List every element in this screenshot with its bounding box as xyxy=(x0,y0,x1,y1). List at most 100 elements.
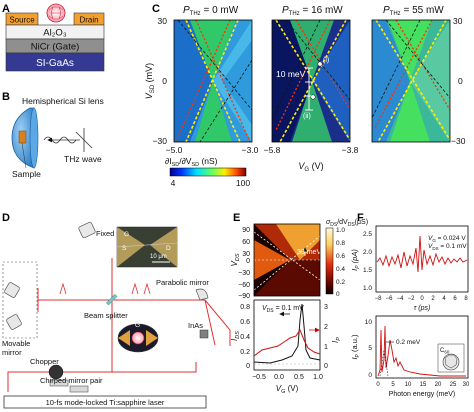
sample-chip xyxy=(18,130,27,144)
panel-f: F VG = 0.024 V VDS = 0.1 mV 2.5 2.0 1.5 … xyxy=(350,212,470,398)
e-bot-y2label: IP xyxy=(331,337,342,343)
svg-text:2: 2 xyxy=(324,324,328,331)
inas-label: InAs xyxy=(188,321,203,330)
f-vg-annot: VG = 0.024 V xyxy=(428,235,466,243)
svg-text:5: 5 xyxy=(368,345,372,352)
f-top-ylabel: IP (pA) xyxy=(350,249,361,271)
conductance-map-16mw: 10 meV (i) (ii) xyxy=(271,19,351,143)
svg-text:0: 0 xyxy=(420,296,424,302)
annot-10mev: 10 meV xyxy=(276,69,306,79)
svg-text:0.5: 0.5 xyxy=(294,374,304,381)
svg-text:0.0: 0.0 xyxy=(274,374,284,381)
svg-text:G: G xyxy=(124,231,129,238)
marker-i xyxy=(317,61,323,67)
svg-text:−2: −2 xyxy=(408,296,416,302)
laser-label: 10-fs mode-locked Ti:sapphire laser xyxy=(46,398,165,407)
movable-mirror-bottom xyxy=(6,314,22,330)
svg-text:0.4: 0.4 xyxy=(336,266,345,273)
svg-text:3: 3 xyxy=(324,304,328,311)
c-ylabel: VSD (mV) xyxy=(144,63,156,99)
c-ytick-m30: −30 xyxy=(153,136,168,146)
svg-text:5: 5 xyxy=(391,382,395,388)
e-top-ylabel: VDS xyxy=(230,253,241,266)
svg-text:0: 0 xyxy=(246,363,250,370)
svg-text:1.0: 1.0 xyxy=(313,374,323,381)
drain-label: Drain xyxy=(79,16,98,25)
annot-i: (i) xyxy=(323,57,329,64)
e-xlabel: VG (V) xyxy=(276,384,299,395)
beam-splitter xyxy=(105,293,118,306)
c-rtick-0: 0 xyxy=(458,76,463,86)
svg-text:0: 0 xyxy=(336,291,340,298)
fixed-mirror xyxy=(78,221,96,239)
svg-text:20: 20 xyxy=(435,382,442,388)
pulse-pair xyxy=(131,282,151,295)
c-xtick-1-0: −5.8 xyxy=(264,145,281,155)
e-colorbar xyxy=(325,227,334,295)
device-schematic: G xyxy=(117,322,159,353)
sample-label: Sample xyxy=(12,169,41,179)
movable-mirror-stage xyxy=(2,261,38,339)
movable-mirror-top xyxy=(4,282,20,298)
f-top-xlabel: τ (ps) xyxy=(414,305,431,312)
e-photocurrent-trace xyxy=(253,328,321,357)
panel-label-c: C xyxy=(152,3,160,15)
panel-c: C PTHz = 0 mW PTHz = 16 mW PTHz = 55 mW xyxy=(144,3,466,188)
panel-d: D Fixed mirror Movable mirror Beam splitt… xyxy=(2,212,231,409)
c-rtick-m30: −30 xyxy=(451,136,466,146)
oxide-label: Al₂O₃ xyxy=(43,28,67,39)
c-xtick-1-1: −3.8 xyxy=(342,145,359,155)
beam-splitter-label: Beam splitter xyxy=(84,311,128,320)
svg-text:10: 10 xyxy=(365,319,373,326)
c-colorbar-label: ∂ISD/∂VSD (nS) xyxy=(165,156,218,168)
svg-text:1.0: 1.0 xyxy=(336,227,345,234)
map-title-2: PTHz = 55 mW xyxy=(383,5,444,17)
svg-text:15: 15 xyxy=(420,382,427,388)
svg-text:S: S xyxy=(122,245,127,252)
marker-ii xyxy=(310,94,316,100)
f-spectrum: 0.2 meV C60 xyxy=(375,315,469,379)
inas-emitter xyxy=(199,329,209,339)
lens-flat-face xyxy=(29,107,39,169)
svg-text:60: 60 xyxy=(242,239,250,246)
svg-text:8: 8 xyxy=(464,296,468,302)
svg-text:0: 0 xyxy=(246,258,250,265)
f-vds-annot: VDS = 0.1 mV xyxy=(428,243,467,251)
svg-text:30: 30 xyxy=(242,251,250,258)
panel-a: A Source Drain Al₂O₃ NiCr (Gate) SI-GaAs xyxy=(2,3,105,72)
svg-text:0.2: 0.2 xyxy=(336,279,345,286)
c-xtick-0-1: −3.0 xyxy=(242,145,259,155)
e-colorbar-label: σDS/dVDS(μS) xyxy=(326,219,368,228)
c-xlabel: VG (V) xyxy=(298,161,323,173)
map-title-0: PTHz = 0 mW xyxy=(183,5,239,17)
svg-text:2.5: 2.5 xyxy=(363,231,372,238)
c-ytick-30: 30 xyxy=(158,16,168,26)
panel-e: E 33 meV 90 60 30 0 −30 −60 −90 VDS σDS/… xyxy=(230,212,368,395)
parabolic-mirror xyxy=(195,288,209,301)
fixed-mirror-label: Fixed mirror xyxy=(96,229,137,238)
c-xtick-0-0: −5.0 xyxy=(166,145,183,155)
fullerene-molecule xyxy=(46,3,66,23)
source-label: Source xyxy=(9,16,35,25)
thz-wave xyxy=(43,128,93,152)
c-colorbar xyxy=(169,167,247,177)
e-vds-annot: VDS = 0.1 mV xyxy=(262,305,304,314)
c-colorbar-max: 100 xyxy=(236,178,250,188)
e-current-trace xyxy=(253,303,321,364)
svg-text:25: 25 xyxy=(450,382,457,388)
svg-text:2: 2 xyxy=(431,296,435,302)
svg-text:−8: −8 xyxy=(375,296,383,302)
e-bot-ylabel: IDS xyxy=(230,331,241,341)
panel-label-d: D xyxy=(2,212,10,224)
pulse-1 xyxy=(59,282,67,295)
thz-wave-label: THz wave xyxy=(64,154,102,164)
svg-text:1.5: 1.5 xyxy=(363,267,372,274)
chirped-mirror-label: Chirped mirror pair xyxy=(40,376,103,385)
substrate-label: SI-GaAs xyxy=(36,58,74,69)
c-rtick-30: 30 xyxy=(453,16,463,26)
svg-text:0.6: 0.6 xyxy=(336,253,345,260)
map-title-1: PTHz = 16 mW xyxy=(282,5,343,17)
annot-0-2mev: 0.2 meV xyxy=(396,339,421,346)
svg-text:−6: −6 xyxy=(386,296,394,302)
laser-beam-paths xyxy=(7,258,231,392)
